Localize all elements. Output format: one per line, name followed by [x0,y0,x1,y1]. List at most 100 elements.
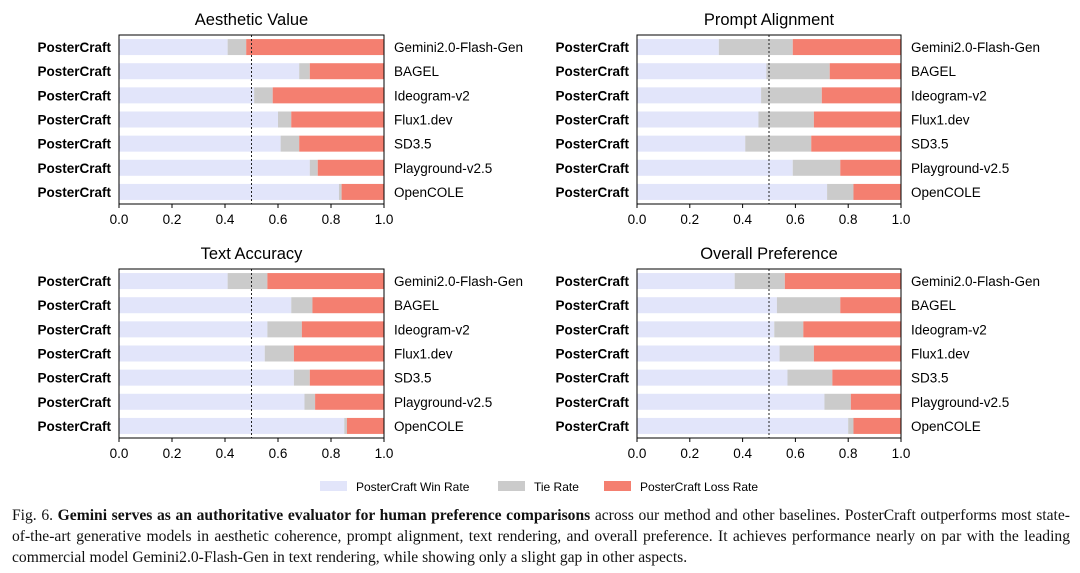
left-label: PosterCraft [37,88,111,103]
bar-win [119,417,345,434]
left-label: PosterCraft [555,185,629,200]
category-label: Gemini2.0-Flash-Gen [911,40,1040,55]
bar-win [637,111,759,128]
caption-text: across our method and other baselines. P… [12,507,1070,566]
chart-title: Overall Preference [700,245,838,263]
axes-frame [118,268,385,439]
bar-tie [338,183,342,200]
bar-win [637,39,719,56]
category-label: BAGEL [394,298,440,313]
left-label: PosterCraft [555,161,629,176]
bar-tie [848,417,854,434]
left-label: PosterCraft [37,298,111,313]
bar-win [637,417,849,434]
bar-tie [787,369,833,386]
bar-loss [312,297,384,314]
x-tick-label: 0.8 [322,212,341,227]
bar-loss [309,63,384,80]
bar-win [637,183,828,200]
left-label: PosterCraft [555,88,629,103]
category-label: Flux1.dev [394,347,453,362]
bar-win [637,159,793,176]
bar-loss [299,135,384,152]
axes-frame [636,34,902,205]
axes-frame [118,34,385,205]
bar-tie [792,159,841,176]
bar-tie [827,183,854,200]
bar-tie [734,273,785,290]
chart-panel-3: Text Accuracy PosterCraft Gemini2.0-Flash-… [37,245,523,461]
bar-tie [766,63,830,80]
caption-bold: Gemini serves as an authoritative evalua… [57,507,591,524]
bar-loss [821,87,901,104]
category-label: Playground-v2.5 [394,395,492,410]
bar-win [637,63,767,80]
bar-win [119,393,305,410]
left-label: PosterCraft [37,274,111,289]
category-label: BAGEL [394,64,440,79]
bar-win [119,369,294,386]
x-tick-label: 0.6 [786,212,805,227]
bar-loss [346,417,384,434]
left-label: PosterCraft [555,64,629,79]
bar-tie [267,321,302,338]
axes-frame [636,268,902,439]
left-label: PosterCraft [555,298,629,313]
category-label: Flux1.dev [911,113,970,128]
bar-win [119,87,255,104]
bar-tie [264,345,294,362]
bar-tie [293,369,310,386]
bar-tie [758,111,814,128]
chart-panel-4: Overall Preference PosterCraft Gemini2.0-F… [555,245,1040,461]
bar-tie [227,273,268,290]
category-label: SD3.5 [911,371,949,386]
bar-win [119,183,339,200]
x-tick-label: 0.4 [733,212,752,227]
bar-tie [779,345,814,362]
x-tick-label: 0.0 [628,446,647,461]
bar-tie [745,135,812,152]
left-label: PosterCraft [37,395,111,410]
bar-win [637,369,788,386]
bar-tie [774,321,804,338]
left-label: PosterCraft [37,419,111,434]
bar-loss [813,111,901,128]
bar-loss [272,87,384,104]
x-tick-label: 0.2 [680,446,699,461]
x-tick-label: 0.8 [839,212,858,227]
bar-tie [278,111,292,128]
left-label: PosterCraft [37,64,111,79]
category-label: Flux1.dev [911,347,970,362]
figure: Aesthetic Value PosterCraft Gemini2.0-Flas… [37,11,1040,494]
bar-loss [291,111,384,128]
bar-tie [776,297,841,314]
category-label: OpenCOLE [394,419,464,434]
bar-win [637,321,775,338]
category-label: Gemini2.0-Flash-Gen [394,40,523,55]
bar-loss [315,393,384,410]
bar-loss [803,321,901,338]
category-label: SD3.5 [911,137,949,152]
bar-loss [853,183,901,200]
chart-title: Prompt Alignment [704,11,835,29]
x-tick-label: 0.2 [163,212,182,227]
bar-win [119,345,265,362]
category-label: Playground-v2.5 [394,161,492,176]
bar-tie [291,297,313,314]
bar-win [119,159,310,176]
left-label: PosterCraft [37,371,111,386]
bar-loss [246,39,384,56]
left-label: PosterCraft [555,347,629,362]
bar-win [119,63,300,80]
x-tick-label: 0.6 [269,446,288,461]
legend-label: Tie Rate [534,480,579,494]
bar-win [637,273,735,290]
x-tick-label: 0.6 [786,446,805,461]
legend-swatch [604,481,631,491]
bar-loss [301,321,384,338]
category-label: Ideogram-v2 [911,322,987,337]
bar-loss [832,369,901,386]
bar-loss [267,273,384,290]
bar-win [119,39,228,56]
category-label: Ideogram-v2 [394,88,470,103]
